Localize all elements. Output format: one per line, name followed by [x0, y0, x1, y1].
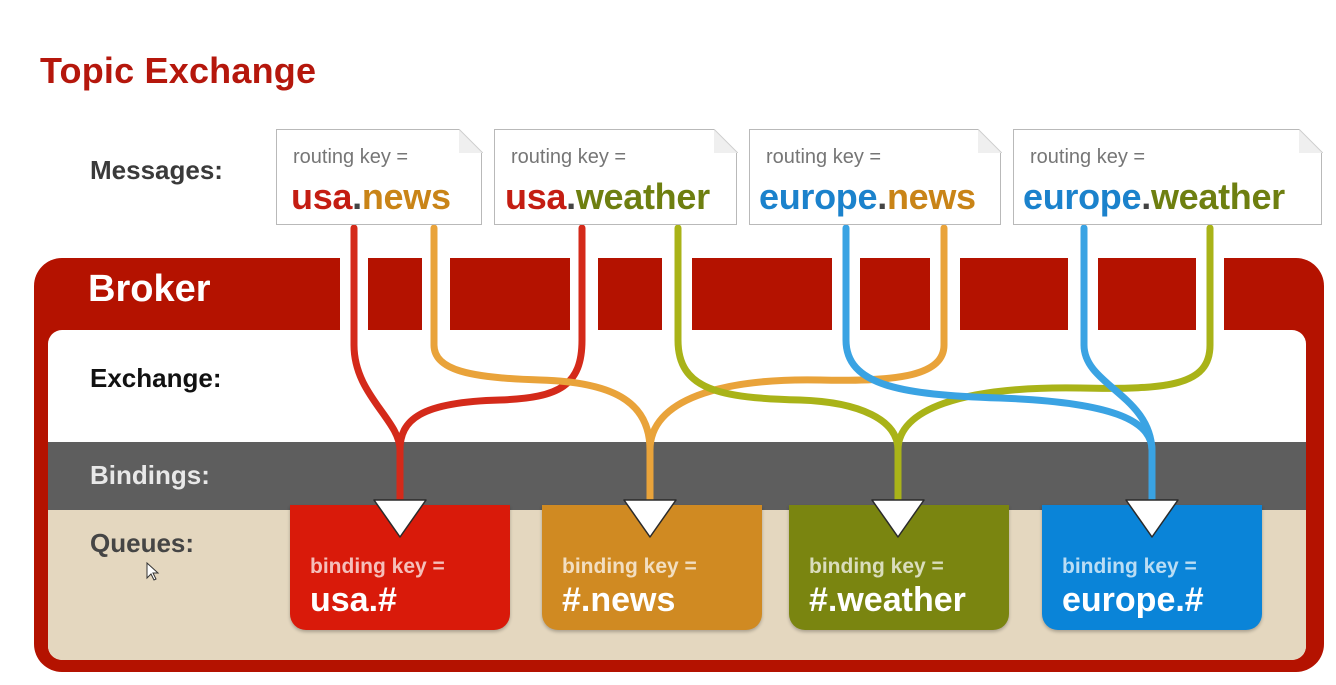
message-card: routing key = europe.weather — [1013, 128, 1323, 225]
arrow-down-icon — [1125, 499, 1179, 538]
routing-key-label: routing key = — [766, 146, 882, 168]
arrow-down-icon — [373, 499, 427, 538]
bindings-label: Bindings: — [90, 460, 210, 490]
routing-key-label: routing key = — [511, 146, 627, 168]
message-card: routing key = usa.weather — [494, 128, 738, 225]
binding-key-label: binding key = — [562, 555, 697, 578]
message-card: routing key = usa.news — [276, 128, 483, 225]
wire-usa-news-to-news — [430, 224, 654, 504]
page-fold-icon — [458, 128, 483, 153]
binding-key-label: binding key = — [1062, 555, 1197, 578]
routing-key-label: routing key = — [293, 146, 409, 168]
mouse-cursor-icon — [146, 561, 160, 581]
page-fold-icon — [977, 128, 1002, 153]
messages-label: Messages: — [90, 155, 223, 185]
wire-usa-weather-to-usa — [396, 224, 586, 504]
binding-key-value: #.news — [562, 581, 676, 619]
routing-key-value: usa.news — [291, 176, 451, 217]
routing-key-value: europe.news — [759, 176, 976, 217]
routing-key-value: europe.weather — [1023, 176, 1285, 217]
page-fold-icon — [1298, 128, 1323, 153]
routing-key-label: routing key = — [1030, 146, 1146, 168]
wire-usa-weather-to-weather — [674, 224, 902, 504]
wire-europe-news-to-europe — [842, 224, 1156, 504]
binding-key-value: europe.# — [1062, 581, 1204, 619]
exchange-label: Exchange: — [90, 363, 222, 393]
page-fold-icon — [713, 128, 738, 153]
queue-europe: binding key = europe.# — [1042, 505, 1262, 630]
wire-europe-news-to-news — [646, 224, 948, 504]
wire-europe-weather-to-weather — [894, 224, 1214, 504]
binding-key-value: #.weather — [809, 581, 966, 619]
binding-key-value: usa.# — [310, 581, 397, 619]
diagram-title: Topic Exchange — [40, 50, 317, 91]
routing-key-value: usa.weather — [505, 176, 710, 217]
binding-key-label: binding key = — [310, 555, 445, 578]
bindings-band — [48, 442, 1306, 510]
queues-label: Queues: — [90, 528, 195, 558]
broker-title: Broker — [88, 268, 211, 310]
queue-weather: binding key = #.weather — [789, 505, 1009, 630]
arrow-down-icon — [871, 499, 925, 538]
wire-europe-weather-to-europe — [1080, 224, 1156, 504]
binding-key-label: binding key = — [809, 555, 944, 578]
arrow-down-icon — [623, 499, 677, 538]
message-card: routing key = europe.news — [749, 128, 1002, 225]
